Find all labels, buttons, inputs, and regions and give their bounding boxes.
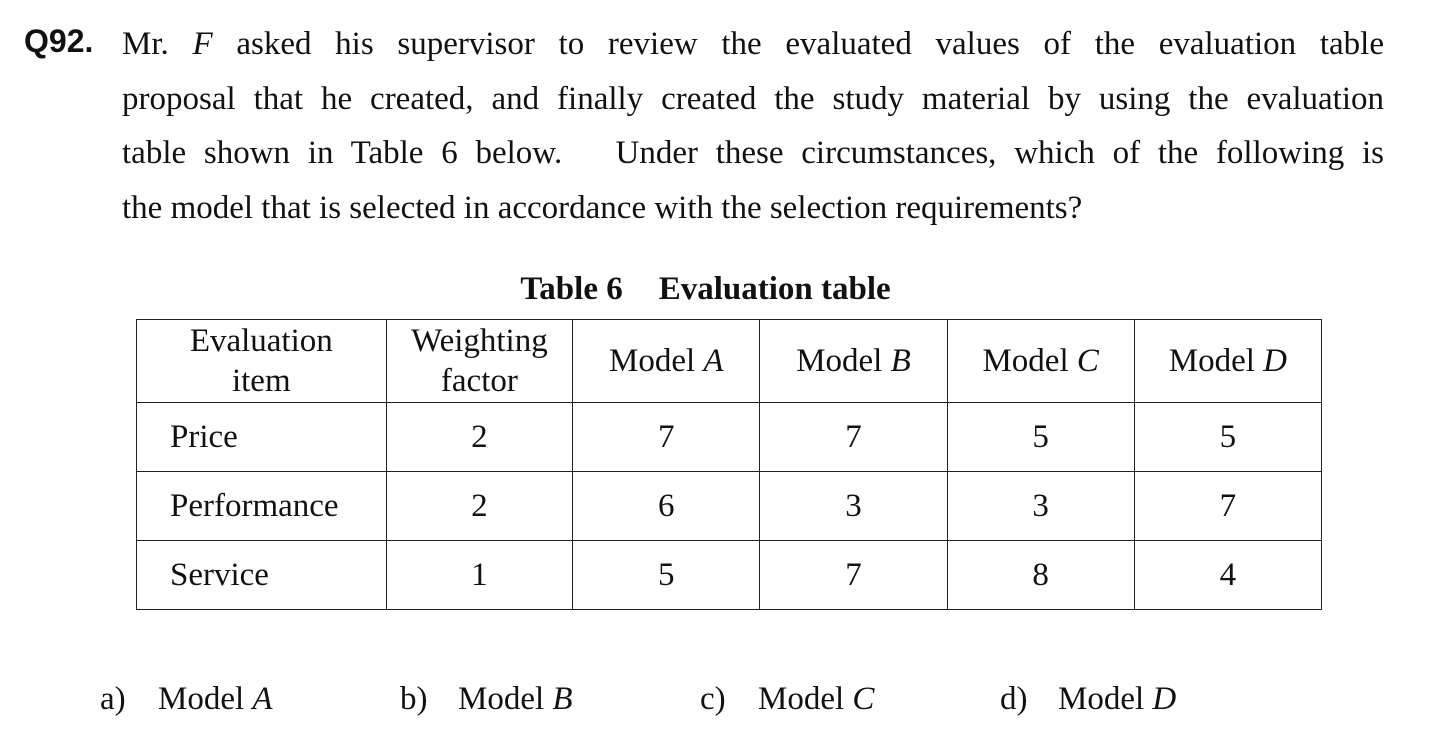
table-row: Price 2 7 7 5 5 [136,402,1323,472]
header-model-b: Model B [759,319,948,403]
value-cell: 3 [946,471,1135,541]
header-model-d: Model D [1133,319,1323,403]
table-row: Performance 2 6 3 3 7 [136,471,1323,541]
row-item-service: Service [136,540,387,610]
question-line-3: table shown in Table 6 below. Under thes… [122,135,1384,171]
header-model-c: Model C [946,319,1135,403]
question-text: Mr. F asked his supervisor to review the… [122,17,1384,235]
table-caption: Table 6 Evaluation table [0,268,1411,310]
question-line-4: the model that is selected in accordance… [122,189,1083,226]
question-line-2: proposal that he created, and finally cr… [122,80,1384,117]
value-cell: 8 [946,540,1135,610]
value-cell: 5 [946,402,1135,472]
table-caption-title: Evaluation table [658,271,891,307]
option-c[interactable]: c) Model C [700,676,874,722]
value-cell: 6 [572,471,761,541]
value-cell: 7 [1133,471,1323,541]
table-header-row: Evaluation item Weighting factor Model A… [136,319,1323,403]
option-letter: c) [700,681,726,717]
table-row: Service 1 5 7 8 4 [136,540,1323,610]
option-a[interactable]: a) Model A [100,676,273,722]
option-letter: d) [1000,681,1028,717]
question-line-1: Mr. F asked his supervisor to review the… [122,26,1384,62]
weight-cell: 1 [385,540,574,610]
value-cell: 5 [1133,402,1323,472]
value-cell: 5 [572,540,761,610]
value-cell: 7 [572,402,761,472]
header-evaluation-item: Evaluation item [136,319,387,403]
option-letter: a) [100,681,126,717]
weight-cell: 2 [385,471,574,541]
answer-options: a) Model A b) Model B c) Model C d) Model D [0,676,1450,722]
header-model-a: Model A [572,319,761,403]
header-weighting-factor: Weighting factor [385,319,574,403]
row-item-price: Price [136,402,387,472]
option-b[interactable]: b) Model B [400,676,573,722]
value-cell: 7 [759,540,948,610]
value-cell: 3 [759,471,948,541]
question-number: Q92. [24,23,94,59]
value-cell: 7 [759,402,948,472]
weight-cell: 2 [385,402,574,472]
table-caption-number: Table 6 [520,271,623,307]
row-item-performance: Performance [136,471,387,541]
option-d[interactable]: d) Model D [1000,676,1176,722]
option-letter: b) [400,681,428,717]
value-cell: 4 [1133,540,1323,610]
evaluation-table: Evaluation item Weighting factor Model A… [136,319,1323,610]
